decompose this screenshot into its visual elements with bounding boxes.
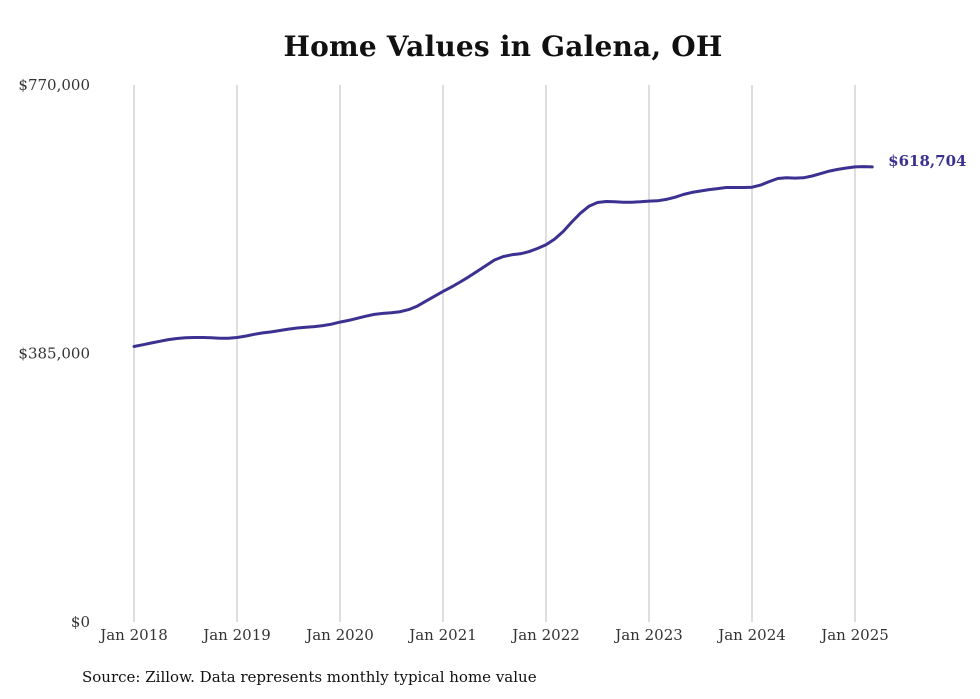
x-tick-label: Jan 2024: [716, 626, 786, 644]
x-tick-label: Jan 2020: [304, 626, 374, 644]
gridlines: [133, 85, 856, 622]
x-tick-label: Jan 2019: [201, 626, 271, 644]
end-value-label: $618,704: [888, 152, 966, 170]
x-tick-label: Jan 2018: [98, 626, 168, 644]
y-tick-label: $770,000: [18, 76, 90, 94]
x-tick-label: Jan 2025: [819, 626, 889, 644]
y-tick-label: $385,000: [18, 345, 90, 363]
y-axis-ticks: $0 $385,000 $770,000: [18, 76, 90, 631]
x-tick-label: Jan 2022: [510, 626, 580, 644]
series-layer: $618,704: [132, 152, 966, 348]
y-tick-label: $0: [71, 613, 90, 631]
source-note: Source: Zillow. Data represents monthly …: [82, 668, 537, 686]
x-tick-label: Jan 2023: [613, 626, 683, 644]
chart-title: Home Values in Galena, OH: [283, 30, 723, 63]
series-line: [132, 165, 874, 348]
x-axis-ticks: Jan 2018 Jan 2019 Jan 2020 Jan 2021 Jan 2022…: [98, 626, 889, 644]
x-tick-label: Jan 2021: [407, 626, 477, 644]
